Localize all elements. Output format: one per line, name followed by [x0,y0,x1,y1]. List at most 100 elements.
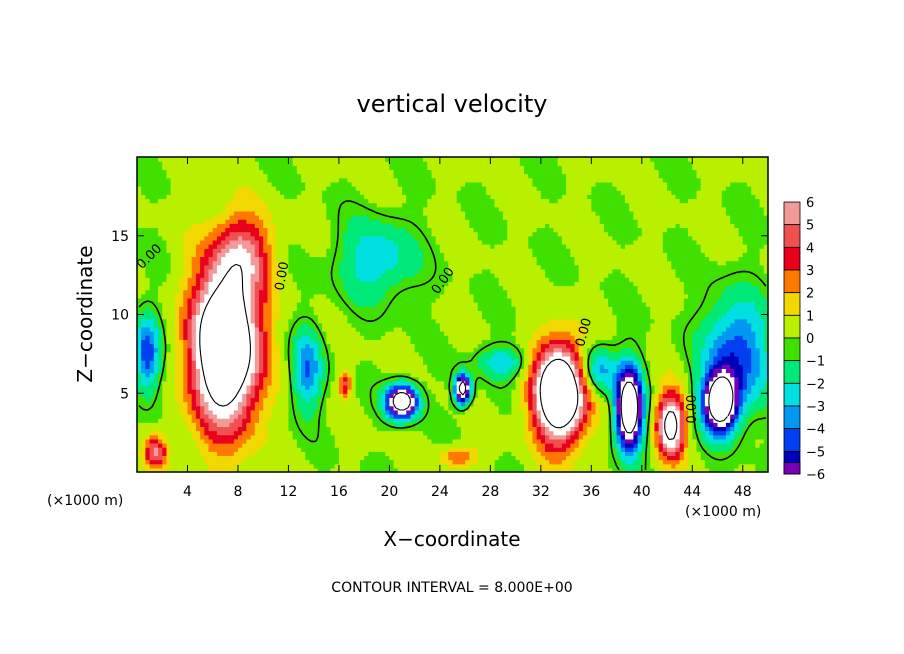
heatmap-cell [326,343,332,349]
heatmap-cell [174,422,180,427]
heatmap-cell [301,339,306,345]
heatmap-cell [460,347,466,353]
heatmap-cell [355,401,361,407]
heatmap-cell [208,418,214,423]
heatmap-cell [696,393,702,398]
heatmap-cell [141,467,147,472]
heatmap-cell [456,463,462,469]
heatmap-cell [704,347,710,353]
heatmap-cell [179,422,184,427]
heatmap-cell [713,347,719,353]
heatmap-cell [620,364,626,369]
heatmap-cell [545,351,550,357]
heatmap-cell [469,426,475,432]
heatmap-cell [317,451,323,457]
heatmap-cell [191,467,197,472]
heatmap-cell [536,368,542,374]
heatmap-cell [444,335,449,340]
heatmap-cell [456,413,462,419]
heatmap-cell [406,442,412,448]
heatmap-cell [524,335,529,340]
heatmap-cell [280,401,285,407]
heatmap-cell [309,376,315,382]
heatmap-cell [200,351,205,357]
heatmap-cell [347,360,353,365]
heatmap-cell [216,418,222,423]
heatmap-cell [263,380,269,386]
heatmap-cell [355,447,361,452]
heatmap-cell [662,434,668,440]
heatmap-cell [494,438,500,444]
heatmap-cell [397,413,403,419]
heatmap-cell [557,422,563,427]
heatmap-cell [692,380,698,386]
heatmap-cell [166,467,172,472]
heatmap-cell [738,426,744,432]
heatmap-cell [153,447,159,452]
heatmap-cell [658,426,664,432]
heatmap-cell [612,401,618,407]
heatmap-cell [275,430,281,436]
heatmap-cell [763,376,768,382]
heatmap-cell [271,380,277,386]
heatmap-cell [351,355,357,361]
heatmap-cell [216,347,222,353]
heatmap-cell [595,393,601,398]
heatmap-cell [166,401,172,407]
heatmap-cell [616,384,622,390]
heatmap-cell [494,434,500,440]
heatmap-cell [658,430,664,436]
heatmap-cell [301,393,306,398]
heatmap-cell [629,418,634,423]
heatmap-cell [448,405,454,411]
heatmap-cell [292,393,298,398]
heatmap-cell [549,376,555,382]
heatmap-cell [351,447,357,452]
heatmap-cell [313,331,319,336]
heatmap-cell [692,459,698,465]
heatmap-cell [406,426,412,432]
heatmap-cell [216,430,222,436]
heatmap-cell [730,467,735,472]
heatmap-cell [637,447,643,452]
heatmap-cell [662,343,668,349]
heatmap-cell [141,368,147,374]
heatmap-cell [566,455,571,461]
heatmap-cell [242,397,247,403]
heatmap-cell [578,335,584,340]
heatmap-cell [658,384,664,390]
heatmap-cell [448,384,454,390]
heatmap-cell [242,351,247,357]
heatmap-cell [574,426,580,432]
heatmap-cell [414,434,420,440]
heatmap-cell [675,405,681,411]
heatmap-cell [418,343,424,349]
heatmap-cell [271,442,277,448]
heatmap-cell [683,393,689,398]
heatmap-cell [334,426,340,432]
heatmap-cell [746,343,752,349]
heatmap-cell [721,430,727,436]
heatmap-cell [158,467,163,472]
heatmap-cell [309,339,315,345]
heatmap-cell [191,372,197,378]
heatmap-cell [759,447,765,452]
heatmap-cell [301,401,306,407]
heatmap-cell [246,459,252,465]
heatmap-cell [179,447,184,452]
heatmap-cell [709,372,714,378]
heatmap-cell [486,463,491,469]
heatmap-cell [582,376,588,382]
heatmap-cell [675,339,681,345]
heatmap-cell [191,397,197,403]
heatmap-cell [721,380,727,386]
heatmap-cell [540,339,546,345]
heatmap-cell [355,355,361,361]
heatmap-cell [574,455,580,461]
heatmap-cell [191,447,197,452]
heatmap-cell [742,380,748,386]
heatmap-cell [658,397,664,403]
heatmap-cell [137,331,142,336]
heatmap-cell [502,389,508,394]
heatmap-cell [191,422,197,427]
